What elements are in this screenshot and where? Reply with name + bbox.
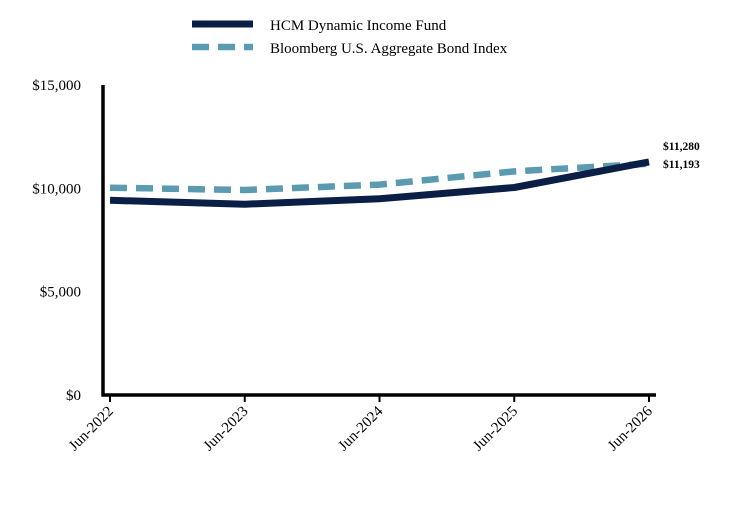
x-tick-label: Jun-2022: [66, 404, 117, 455]
y-tick-label: $0: [66, 388, 81, 404]
y-tick-label: $10,000: [32, 181, 81, 197]
end-label-index: $11,193: [663, 158, 700, 171]
end-label-fund: $11,280: [663, 140, 700, 153]
y-axis: $0 $5,000 $10,000 $15,000: [32, 78, 105, 404]
y-tick-label: $5,000: [40, 285, 81, 301]
legend-label-fund: HCM Dynamic Income Fund: [270, 18, 447, 34]
series-lines: [109, 158, 650, 208]
x-tick-label: Jun-2024: [336, 403, 387, 454]
x-axis: Jun-2022 Jun-2023 Jun-2024 Jun-2025 Jun-2026: [66, 393, 656, 455]
end-labels: $11,280 $11,193: [663, 140, 700, 171]
x-tick-label: Jun-2023: [201, 404, 252, 455]
legend: HCM Dynamic Income Fund Bloomberg U.S. Ag…: [192, 18, 508, 57]
legend-label-index: Bloomberg U.S. Aggregate Bond Index: [270, 41, 508, 57]
y-tick-label: $15,000: [32, 78, 81, 94]
x-tick-label: Jun-2026: [605, 403, 656, 454]
x-tick-label: Jun-2025: [470, 404, 521, 455]
